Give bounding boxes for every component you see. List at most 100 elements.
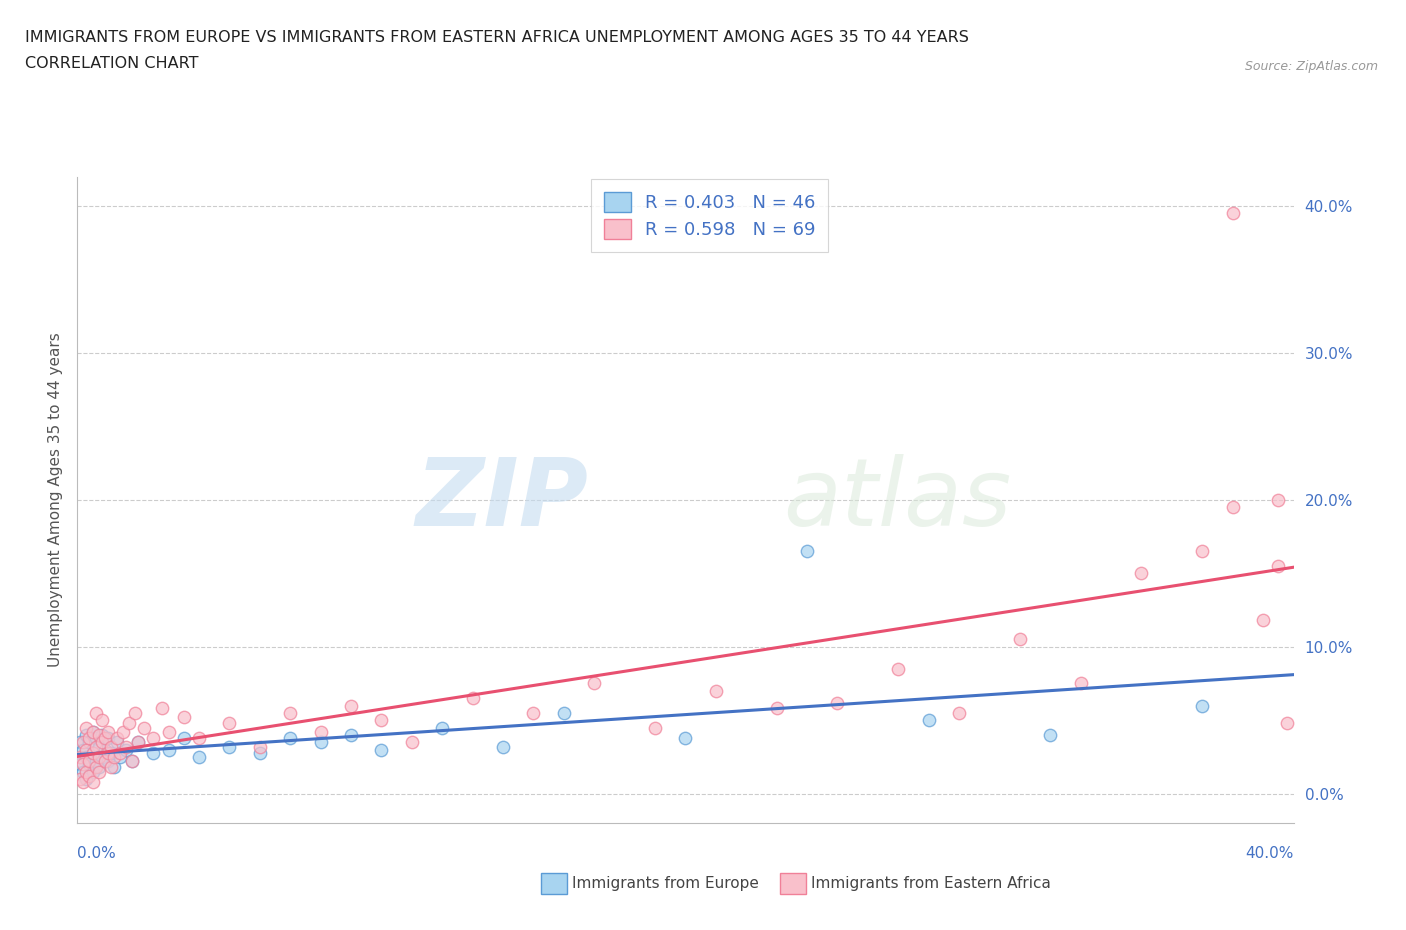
- Y-axis label: Unemployment Among Ages 35 to 44 years: Unemployment Among Ages 35 to 44 years: [48, 333, 63, 667]
- Point: [278, 730, 301, 745]
- Point: [103, 760, 125, 775]
- Point: [827, 695, 849, 710]
- Point: [97, 724, 120, 739]
- Point: [492, 739, 515, 754]
- Point: [84, 754, 107, 769]
- Point: [87, 727, 110, 742]
- Legend: R = 0.403   N = 46, R = 0.598   N = 69: R = 0.403 N = 46, R = 0.598 N = 69: [591, 179, 828, 251]
- Text: atlas: atlas: [783, 455, 1011, 545]
- Point: [142, 730, 165, 745]
- Text: Immigrants from Europe: Immigrants from Europe: [572, 876, 759, 891]
- Point: [115, 742, 138, 757]
- Point: [87, 750, 110, 764]
- Point: [82, 745, 104, 760]
- Point: [87, 764, 110, 779]
- Point: [152, 701, 174, 716]
- Point: [134, 720, 156, 735]
- Point: [127, 735, 149, 750]
- Point: [75, 727, 97, 742]
- Point: [75, 720, 97, 735]
- Point: [1251, 613, 1274, 628]
- Point: [1130, 565, 1153, 580]
- Point: [75, 742, 97, 757]
- Point: [97, 745, 120, 760]
- Point: [1070, 676, 1092, 691]
- Point: [79, 735, 101, 750]
- Point: [796, 544, 818, 559]
- Point: [188, 750, 211, 764]
- Point: [72, 775, 94, 790]
- Point: [188, 730, 211, 745]
- Point: [124, 706, 146, 721]
- Point: [108, 750, 131, 764]
- Point: [218, 716, 240, 731]
- Point: [69, 735, 91, 750]
- Point: [69, 750, 91, 764]
- Point: [1008, 632, 1031, 647]
- Point: [1191, 698, 1213, 713]
- Point: [173, 730, 195, 745]
- Text: 40.0%: 40.0%: [1246, 846, 1294, 861]
- Point: [93, 742, 115, 757]
- Point: [75, 750, 97, 764]
- Point: [1222, 206, 1244, 220]
- Point: [75, 764, 97, 779]
- Text: CORRELATION CHART: CORRELATION CHART: [25, 56, 198, 71]
- Point: [157, 742, 180, 757]
- Point: [111, 724, 134, 739]
- Point: [82, 724, 104, 739]
- Point: [1277, 716, 1299, 731]
- Point: [90, 712, 112, 727]
- Point: [100, 760, 122, 775]
- Point: [72, 742, 94, 757]
- Point: [82, 745, 104, 760]
- Point: [948, 706, 970, 721]
- Point: [100, 745, 122, 760]
- Point: [173, 710, 195, 724]
- Point: [84, 739, 107, 754]
- Point: [82, 724, 104, 739]
- Point: [370, 742, 392, 757]
- Point: [97, 730, 120, 745]
- Point: [401, 735, 423, 750]
- Point: [84, 706, 107, 721]
- Point: [157, 724, 180, 739]
- Point: [887, 661, 910, 676]
- Point: [1191, 544, 1213, 559]
- Point: [218, 739, 240, 754]
- Point: [1039, 727, 1062, 742]
- Point: [105, 730, 128, 745]
- Text: ZIP: ZIP: [415, 454, 588, 546]
- Point: [69, 772, 91, 787]
- Point: [704, 684, 727, 698]
- Point: [84, 730, 107, 745]
- Point: [79, 754, 101, 769]
- Point: [127, 735, 149, 750]
- Point: [553, 706, 575, 721]
- Point: [278, 706, 301, 721]
- Text: Source: ZipAtlas.com: Source: ZipAtlas.com: [1244, 60, 1378, 73]
- Point: [90, 735, 112, 750]
- Point: [87, 739, 110, 754]
- Point: [121, 754, 143, 769]
- Point: [87, 760, 110, 775]
- Point: [340, 727, 363, 742]
- Point: [1267, 493, 1289, 508]
- Point: [93, 730, 115, 745]
- Point: [1222, 499, 1244, 514]
- Text: IMMIGRANTS FROM EUROPE VS IMMIGRANTS FROM EASTERN AFRICA UNEMPLOYMENT AMONG AGES: IMMIGRANTS FROM EUROPE VS IMMIGRANTS FRO…: [25, 30, 969, 45]
- Point: [118, 716, 141, 731]
- Point: [72, 735, 94, 750]
- Point: [249, 745, 271, 760]
- Point: [461, 691, 484, 706]
- Point: [1267, 559, 1289, 574]
- Point: [765, 701, 787, 716]
- Point: [142, 745, 165, 760]
- Point: [75, 772, 97, 787]
- Point: [100, 739, 122, 754]
- Point: [522, 706, 544, 721]
- Point: [79, 768, 101, 783]
- Point: [309, 724, 332, 739]
- Point: [97, 754, 120, 769]
- Point: [249, 739, 271, 754]
